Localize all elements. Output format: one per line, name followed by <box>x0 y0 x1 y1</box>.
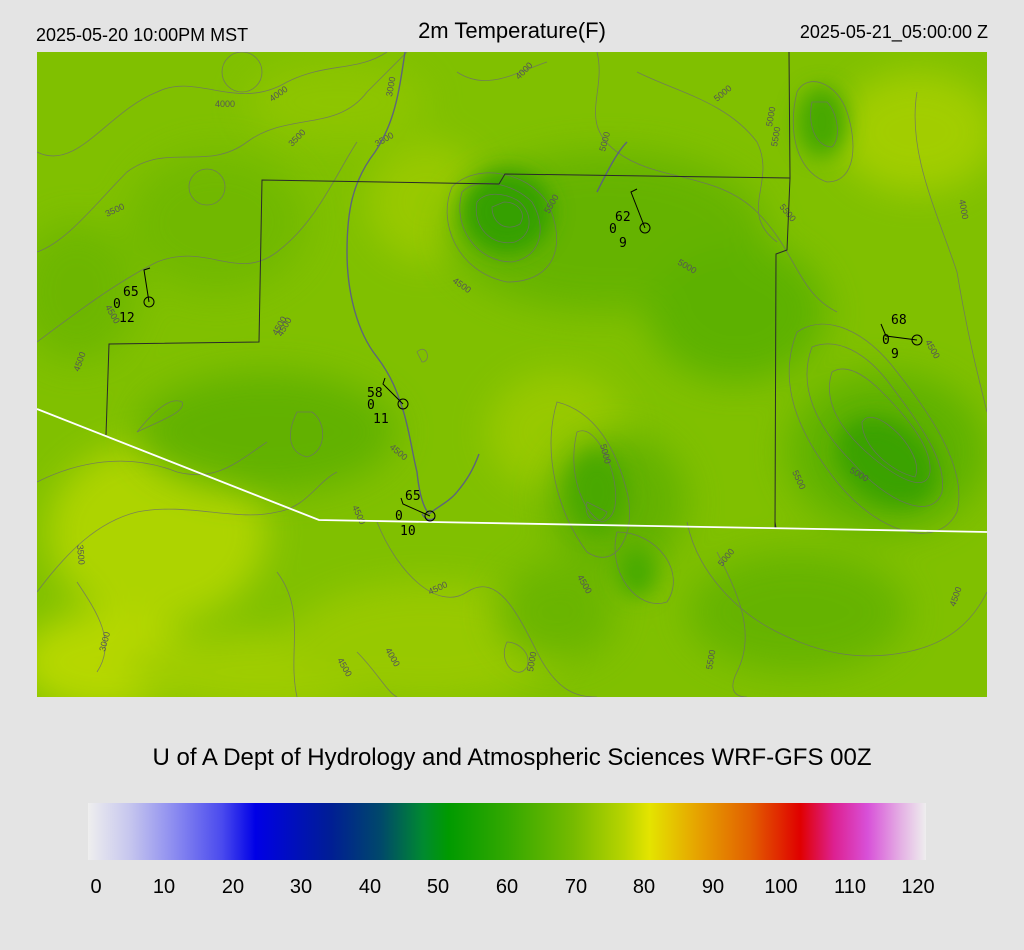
station-cloud: 0 <box>395 509 403 524</box>
contour-label: 4000 <box>215 99 235 109</box>
colorbar-tick-label: 0 <box>90 876 102 898</box>
colorbar-tick-label: 20 <box>221 876 245 898</box>
station-temp: 65 <box>405 489 421 504</box>
contour-label: 4000 <box>957 199 970 220</box>
colorbar-tick-label: 70 <box>564 876 588 898</box>
map-title: 2m Temperature(F) <box>418 18 606 43</box>
contour-label: 5500 <box>704 649 717 670</box>
station-plot: 58 0 11 <box>367 377 409 427</box>
colorbar-tick-label: 10 <box>152 876 176 898</box>
temperature-map: 3000 3500 4000 4500 5000 5500 3500 4000 … <box>37 52 987 697</box>
colorbar-tick-label: 110 <box>834 876 866 898</box>
station-temp: 62 <box>615 210 631 225</box>
contour-label: 5500 <box>769 126 782 147</box>
station-plot: 65 0 10 <box>395 489 436 539</box>
station-plot: 62 0 9 <box>609 188 651 251</box>
station-dewpoint: 9 <box>619 236 627 251</box>
contour-label: 3500 <box>75 544 87 565</box>
colorbar-tick-label: 50 <box>426 876 450 898</box>
station-cloud: 0 <box>882 333 890 348</box>
contour-label: 3000 <box>384 76 397 97</box>
station-cloud: 0 <box>367 398 375 413</box>
local-time-label: 2025-05-20 10:00PM MST <box>36 25 249 45</box>
colorbar-tick-label: 90 <box>701 876 725 898</box>
station-plot: 68 0 9 <box>880 313 923 362</box>
station-dewpoint: 9 <box>891 347 899 362</box>
colorbar-tick-label: 120 <box>901 876 935 898</box>
station-cloud: 0 <box>113 297 121 312</box>
colorbar-tick-label: 100 <box>764 876 798 898</box>
station-dewpoint: 11 <box>373 412 389 427</box>
boundary-lines <box>105 52 791 529</box>
colorbar <box>88 803 926 860</box>
colorbar-tick-label: 60 <box>495 876 519 898</box>
utc-time-label: 2025-05-21_05:00:00 Z <box>799 22 988 42</box>
station-temp: 68 <box>891 313 907 328</box>
border-line <box>37 408 987 533</box>
colorbar-tick-label: 80 <box>632 876 656 898</box>
station-plot: 65 0 12 <box>113 267 155 326</box>
station-dewpoint: 10 <box>400 524 416 539</box>
colorbar-tick-label: 30 <box>289 876 313 898</box>
station-temp: 65 <box>123 285 139 300</box>
station-cloud: 0 <box>609 222 617 237</box>
station-dewpoint: 12 <box>119 311 135 326</box>
elevation-contours <box>37 52 987 697</box>
credit-line: U of A Dept of Hydrology and Atmospheric… <box>152 744 872 771</box>
contour-label: 5000 <box>525 651 538 672</box>
temperature-shading <box>37 62 987 697</box>
contour-label: 5000 <box>764 106 777 127</box>
station-temp: 58 <box>367 386 383 401</box>
colorbar-tick-label: 40 <box>358 876 382 898</box>
